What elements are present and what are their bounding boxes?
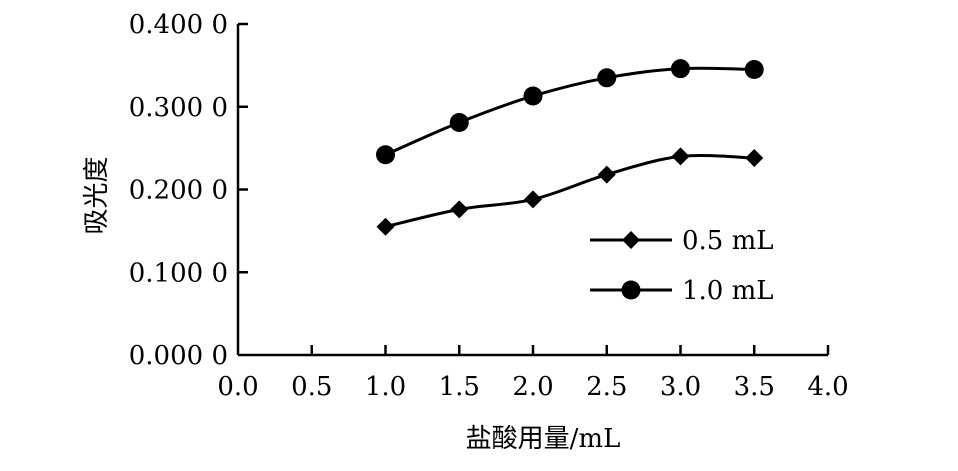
legend: 0.5 mL 1.0 mL [590, 226, 774, 306]
legend-item: 1.0 mL [590, 276, 774, 306]
x-tick-label: 3.0 [660, 372, 701, 402]
data-point [376, 217, 395, 236]
data-point [450, 200, 469, 219]
y-tick-label: 0.200 0 [129, 176, 228, 206]
x-axis-title: 盐酸用量/mL [466, 424, 621, 454]
y-tick-label: 0.100 0 [129, 258, 228, 288]
series-2 [376, 59, 764, 165]
y-tick-label: 0.400 0 [129, 10, 228, 40]
x-tick-label: 4.0 [807, 372, 848, 402]
legend-label: 1.0 mL [682, 276, 774, 306]
data-point [449, 112, 469, 132]
data-point [745, 149, 764, 168]
data-point [376, 145, 395, 165]
y-tick-label: 0.000 0 [129, 341, 228, 371]
x-tick-label: 1.5 [439, 372, 480, 402]
x-tick-label: 1.0 [365, 372, 406, 402]
y-axis-title: 吸光度 [82, 156, 112, 234]
data-point [524, 190, 542, 209]
data-point [597, 165, 616, 184]
data-point [597, 68, 617, 88]
x-tick-label: 0.0 [217, 372, 258, 402]
data-point [671, 59, 690, 79]
x-tick-label: 2.5 [586, 372, 627, 402]
series-layer [376, 59, 764, 236]
legend-item: 0.5 mL [590, 226, 774, 256]
series-line [385, 153, 755, 229]
x-tick-label: 3.5 [734, 372, 775, 402]
legend-marker [621, 280, 641, 300]
series-1 [376, 147, 764, 236]
x-tick-label: 0.5 [291, 372, 332, 402]
data-point [523, 86, 543, 106]
x-tick-label: 2.0 [512, 372, 553, 402]
axes: 0.0 0.5 1.0 1.5 2.0 2.5 3.0 3.5 4.0 0.000 0 0.100 … [129, 10, 849, 402]
legend-marker [622, 231, 640, 249]
y-tick-label: 0.300 0 [129, 93, 228, 123]
series-line [384, 66, 755, 157]
data-point [671, 147, 690, 166]
legend-label: 0.5 mL [682, 226, 774, 256]
data-point [744, 60, 764, 80]
